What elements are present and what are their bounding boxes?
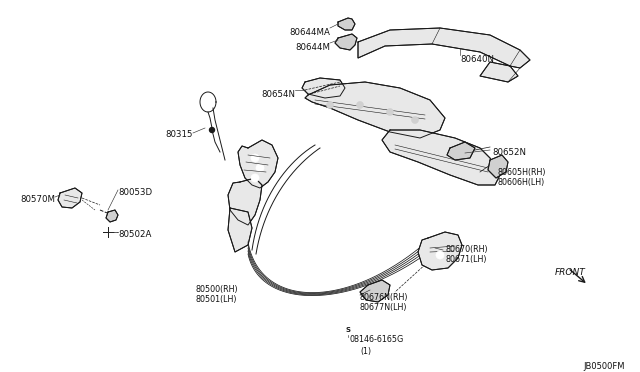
Polygon shape bbox=[360, 280, 390, 302]
Circle shape bbox=[256, 164, 264, 172]
Text: FRONT: FRONT bbox=[555, 268, 586, 277]
Circle shape bbox=[326, 102, 333, 109]
Circle shape bbox=[387, 109, 394, 115]
Text: 80606H(LH): 80606H(LH) bbox=[498, 178, 545, 187]
Text: 08146-6165G: 08146-6165G bbox=[350, 335, 404, 344]
Polygon shape bbox=[488, 155, 508, 178]
Text: S: S bbox=[346, 327, 351, 333]
Polygon shape bbox=[228, 178, 262, 225]
Text: 80315: 80315 bbox=[166, 130, 193, 139]
Text: 80671(LH): 80671(LH) bbox=[445, 255, 486, 264]
Text: 80500(RH): 80500(RH) bbox=[195, 285, 237, 294]
Circle shape bbox=[103, 227, 113, 237]
Text: 80677N(LH): 80677N(LH) bbox=[360, 303, 408, 312]
Polygon shape bbox=[302, 78, 345, 98]
Text: 80640N: 80640N bbox=[460, 55, 494, 64]
Text: 80605H(RH): 80605H(RH) bbox=[498, 168, 547, 177]
Polygon shape bbox=[418, 232, 462, 270]
Text: 80644MA: 80644MA bbox=[289, 28, 330, 37]
Text: (1): (1) bbox=[360, 347, 371, 356]
Text: 80570M: 80570M bbox=[20, 195, 55, 204]
Text: 80670(RH): 80670(RH) bbox=[445, 245, 488, 254]
Polygon shape bbox=[382, 130, 500, 185]
Polygon shape bbox=[358, 28, 530, 82]
Circle shape bbox=[209, 128, 214, 132]
Circle shape bbox=[341, 323, 355, 337]
Polygon shape bbox=[58, 188, 82, 208]
Polygon shape bbox=[335, 34, 357, 50]
Circle shape bbox=[251, 154, 259, 162]
Circle shape bbox=[436, 251, 444, 259]
Text: 80652N: 80652N bbox=[492, 148, 526, 157]
Polygon shape bbox=[106, 210, 118, 222]
Text: 80654N: 80654N bbox=[261, 90, 295, 99]
Polygon shape bbox=[228, 208, 252, 252]
Polygon shape bbox=[238, 140, 278, 188]
Text: 80053D: 80053D bbox=[118, 188, 152, 197]
Circle shape bbox=[356, 102, 364, 109]
Text: 80676N(RH): 80676N(RH) bbox=[360, 293, 408, 302]
Text: 80501(LH): 80501(LH) bbox=[195, 295, 237, 304]
Text: JB0500FM: JB0500FM bbox=[584, 362, 625, 371]
Circle shape bbox=[412, 116, 419, 124]
Text: 80502A: 80502A bbox=[118, 230, 152, 239]
Text: 80644M: 80644M bbox=[295, 43, 330, 52]
Polygon shape bbox=[338, 18, 355, 30]
Polygon shape bbox=[447, 142, 475, 160]
Circle shape bbox=[251, 174, 259, 182]
Polygon shape bbox=[305, 82, 445, 138]
